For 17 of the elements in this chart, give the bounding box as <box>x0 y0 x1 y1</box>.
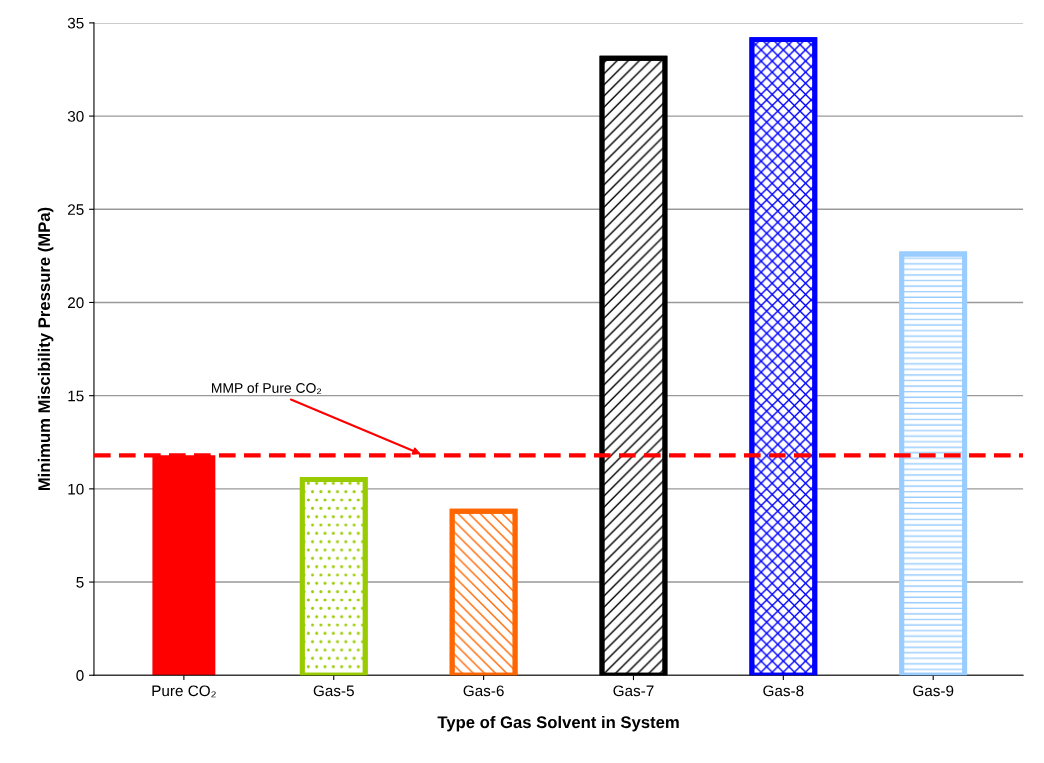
y-axis-title: Minimum Miscibility Pressure (MPa) <box>37 207 54 491</box>
x-tick-label: Gas-8 <box>763 685 804 697</box>
y-tick-label: 20 <box>68 297 84 309</box>
y-tick-label: 25 <box>68 204 84 215</box>
ref-line-label: MMP of Pure CO₂ <box>212 382 322 394</box>
y-tick-label: 30 <box>67 110 84 122</box>
x-tick-label: Gas-5 <box>313 685 354 697</box>
y-tick-label: 5 <box>76 577 84 588</box>
y-tick-label: 10 <box>68 483 84 495</box>
x-axis-title: Type of Gas Solvent in System <box>437 715 679 732</box>
y-tick-label: 35 <box>67 17 84 29</box>
x-tick-label: Gas-9 <box>913 685 954 697</box>
y-tick-label: 0 <box>76 670 84 681</box>
x-tick-label: Pure CO₂ <box>152 685 216 698</box>
x-tick-label: Gas-6 <box>463 685 504 697</box>
x-tick-label: Gas-7 <box>613 685 654 697</box>
y-tick-label: 15 <box>68 390 84 402</box>
